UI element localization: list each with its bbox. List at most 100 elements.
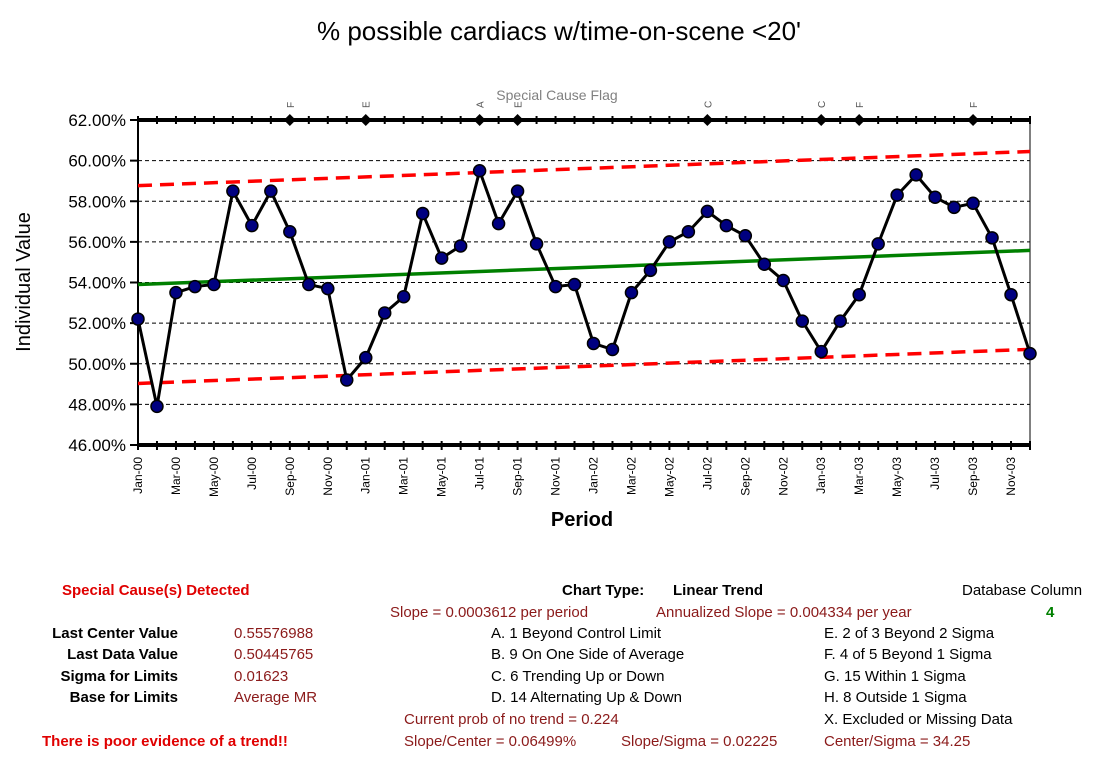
flag-diamond [967,114,980,126]
flag-diamond [473,114,486,126]
data-point [681,224,696,239]
rule-x: X. Excluded or Missing Data [824,711,1013,728]
x-tick-label: Jul-02 [700,457,714,490]
data-point [491,216,506,231]
x-tick-label: Sep-00 [283,457,297,496]
center-line [137,248,1031,287]
data-point [871,237,885,251]
db-column-label: Database Column [962,582,1083,599]
prob-no-trend: Current prob of no trend = 0.224 [404,711,619,728]
data-point [1004,287,1018,302]
data-point [605,342,620,357]
lower-control-limit [137,347,1031,386]
rule-e: E. 2 of 3 Beyond 2 Sigma [824,625,995,642]
data-point [472,164,487,178]
x-tick-label: Nov-00 [321,457,335,496]
special-cause-status: Special Cause(s) Detected [62,582,250,599]
data-point [1023,346,1037,361]
data-point [548,279,563,294]
flag-diamond [815,114,828,126]
rule-d: D. 14 Alternating Up & Down [491,689,682,706]
data-point [321,281,335,296]
x-tick-label: Sep-03 [966,457,980,496]
x-axis-label: Period [551,509,613,531]
y-tick-label: 60.00% [68,152,126,171]
data-point [302,277,316,292]
flag-letter: A [476,101,487,108]
y-tick-label: 54.00% [68,274,126,293]
y-tick-label: 52.00% [68,314,126,333]
x-tick-label: Jul-03 [928,457,942,490]
data-point [245,218,259,233]
annualized-slope: Annualized Slope = 0.004334 per year [656,604,912,621]
x-tick-label: Mar-00 [169,457,183,495]
data-point [985,231,999,245]
slope-center: Slope/Center = 0.06499% [404,733,577,750]
x-tick-label: Jul-00 [245,457,259,490]
data-point [814,344,828,359]
data-point [947,200,961,215]
data-line [136,165,1032,407]
y-tick-label: 50.00% [68,355,126,374]
last-data-label: Last Data Value [67,646,178,663]
flag-diamond [359,114,372,126]
x-tick-label: Mar-03 [852,457,866,495]
data-point [207,277,221,292]
flag-letter: F [286,102,297,108]
flag-letter: F [969,102,980,108]
data-point [833,314,847,328]
y-tick-label: 58.00% [68,192,126,211]
x-tick-label: Mar-01 [397,457,411,495]
data-point [358,350,373,365]
data-point [966,196,980,211]
flag-axis-label: Special Cause Flag [496,87,617,103]
flag-letter: C [817,101,828,108]
data-point [226,184,240,198]
flag-letter: E [514,101,525,108]
db-column-value: 4 [1046,604,1055,621]
data-point [890,188,904,202]
data-point [586,336,601,351]
x-tick-label: May-01 [435,457,449,497]
data-point [624,285,639,300]
data-point [700,204,715,219]
data-point [795,314,810,328]
data-point [757,257,772,271]
x-tick-label: Nov-03 [1004,457,1018,496]
data-point [377,306,392,320]
flag-diamond [853,114,866,126]
chart-type-label: Chart Type: [562,582,645,599]
x-tick-label: Sep-01 [511,457,525,496]
flag-diamond [511,114,524,126]
data-point [738,229,753,243]
data-point [529,237,544,251]
x-tick-label: May-00 [207,457,221,497]
y-tick-label: 46.00% [68,436,126,455]
data-point [852,287,866,302]
rule-h: H. 8 Outside 1 Sigma [824,689,967,706]
data-point [719,218,734,233]
x-tick-label: Jan-03 [814,457,828,494]
flag-diamond [283,114,296,126]
chart-type-value: Linear Trend [673,582,764,599]
x-tick-label: May-03 [890,457,904,497]
last-center-label: Last Center Value [52,625,178,642]
data-point [415,206,430,221]
flag-diamond [701,114,714,126]
y-tick-label: 56.00% [68,233,126,252]
x-tick-label: Jan-01 [359,457,373,494]
x-tick-label: May-02 [662,457,676,497]
x-tick-label: Jan-00 [131,457,145,494]
y-axis-label: Individual Value [13,212,35,352]
data-point [396,289,411,304]
data-point [283,224,297,239]
data-point [776,273,791,288]
data-point [188,279,202,294]
x-tick-label: Nov-02 [776,457,790,496]
data-point [928,190,942,204]
y-tick-label: 62.00% [68,111,126,130]
trend-evidence: There is poor evidence of a trend!! [42,733,288,750]
data-point [131,312,145,326]
flag-letter: E [362,101,373,108]
rule-f: F. 4 of 5 Beyond 1 Sigma [824,646,992,663]
